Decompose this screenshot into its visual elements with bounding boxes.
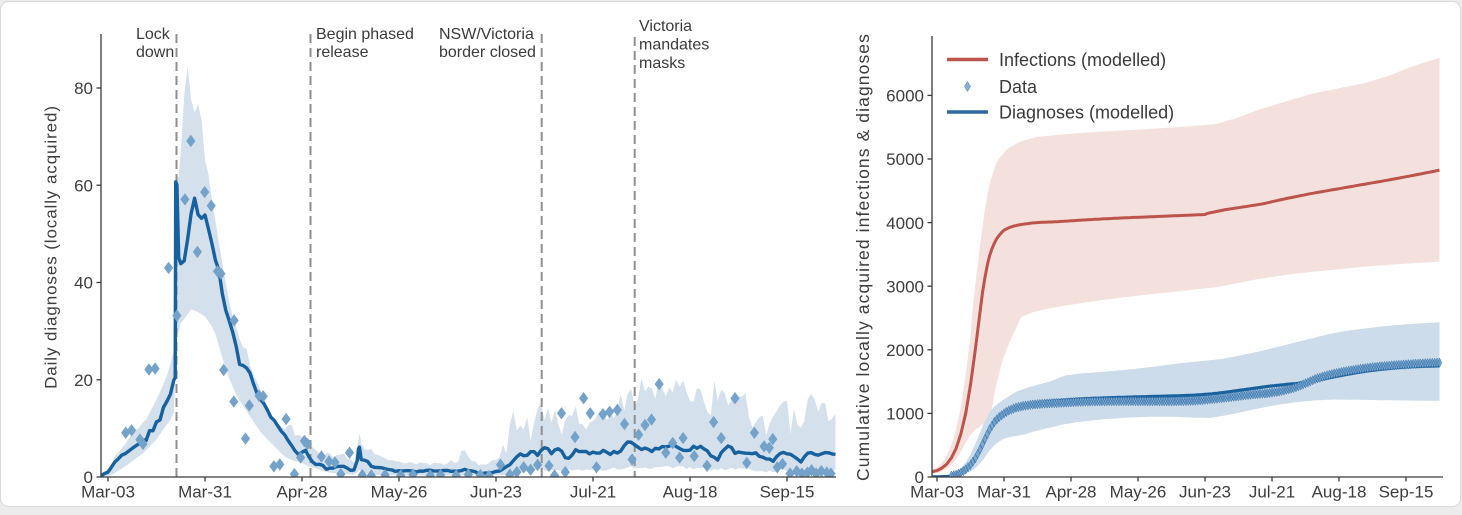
svg-text:20: 20	[74, 371, 93, 390]
svg-text:Sep-15: Sep-15	[1379, 483, 1434, 502]
svg-text:80: 80	[74, 79, 93, 98]
svg-text:Mar-03: Mar-03	[81, 483, 135, 502]
svg-text:3000: 3000	[886, 277, 924, 296]
svg-text:Apr-28: Apr-28	[1045, 483, 1096, 502]
svg-text:Data: Data	[999, 77, 1038, 97]
svg-text:60: 60	[74, 176, 93, 195]
svg-text:masks: masks	[639, 55, 685, 72]
svg-text:Jul-21: Jul-21	[1249, 483, 1295, 502]
svg-text:Aug-18: Aug-18	[1312, 483, 1367, 502]
svg-text:1000: 1000	[886, 405, 924, 424]
svg-text:0: 0	[915, 468, 924, 487]
svg-text:May-26: May-26	[1110, 483, 1167, 502]
svg-text:5000: 5000	[886, 150, 924, 169]
svg-text:Sep-15: Sep-15	[760, 483, 815, 502]
svg-text:mandates: mandates	[639, 37, 709, 54]
svg-text:Mar-31: Mar-31	[977, 483, 1031, 502]
svg-text:Daily diagnoses (locally acqui: Daily diagnoses (locally acquired)	[42, 105, 61, 389]
svg-text:Infections (modelled): Infections (modelled)	[999, 50, 1166, 70]
svg-text:NSW/Victoria: NSW/Victoria	[439, 26, 534, 43]
svg-text:Victoria: Victoria	[639, 18, 692, 35]
svg-text:2000: 2000	[886, 341, 924, 360]
svg-text:release: release	[316, 44, 369, 61]
svg-text:Aug-18: Aug-18	[663, 483, 718, 502]
svg-text:6000: 6000	[886, 87, 924, 106]
svg-text:border closed: border closed	[439, 44, 536, 61]
svg-text:Jun-23: Jun-23	[1179, 483, 1231, 502]
svg-text:May-26: May-26	[371, 483, 428, 502]
svg-text:40: 40	[74, 274, 93, 293]
svg-text:Apr-28: Apr-28	[276, 483, 327, 502]
svg-text:4000: 4000	[886, 214, 924, 233]
svg-text:Mar-31: Mar-31	[178, 483, 232, 502]
svg-text:Jul-21: Jul-21	[570, 483, 616, 502]
svg-text:Jun-23: Jun-23	[470, 483, 522, 502]
svg-text:Diagnoses (modelled): Diagnoses (modelled)	[999, 103, 1174, 123]
svg-text:down: down	[136, 44, 174, 61]
svg-text:Begin phased: Begin phased	[316, 26, 414, 43]
svg-text:Cumulative locally acquired in: Cumulative locally acquired infections &…	[853, 33, 873, 481]
svg-text:Lock: Lock	[136, 26, 171, 43]
svg-text:0: 0	[84, 468, 93, 487]
svg-text:Mar-03: Mar-03	[910, 483, 964, 502]
